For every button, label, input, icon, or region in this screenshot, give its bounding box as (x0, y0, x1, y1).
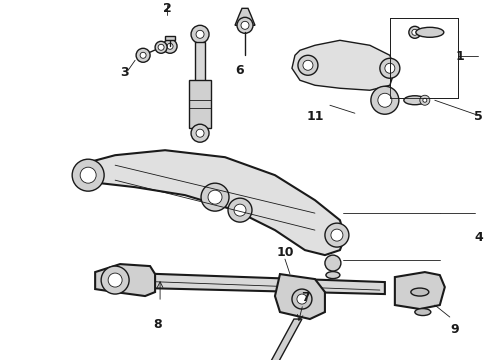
Circle shape (420, 95, 430, 105)
Text: 3: 3 (120, 66, 128, 79)
Polygon shape (395, 272, 445, 309)
Circle shape (409, 26, 421, 38)
Polygon shape (235, 8, 255, 25)
Bar (390, 18, 458, 98)
Circle shape (136, 48, 150, 62)
Polygon shape (95, 264, 155, 296)
Circle shape (196, 129, 204, 137)
Ellipse shape (326, 271, 340, 279)
Circle shape (378, 93, 392, 107)
Circle shape (158, 44, 164, 50)
Text: 11: 11 (306, 110, 324, 123)
Text: 1: 1 (455, 50, 464, 63)
Ellipse shape (416, 27, 444, 37)
Circle shape (163, 39, 177, 53)
Text: 5: 5 (474, 110, 483, 123)
Text: 8: 8 (153, 318, 161, 330)
Circle shape (241, 21, 249, 29)
Circle shape (325, 255, 341, 271)
Circle shape (303, 60, 313, 70)
Polygon shape (105, 272, 385, 294)
Text: 4: 4 (474, 231, 483, 244)
Polygon shape (195, 42, 205, 83)
Circle shape (191, 124, 209, 142)
Polygon shape (264, 319, 302, 360)
Circle shape (191, 25, 209, 43)
Ellipse shape (411, 288, 429, 296)
Circle shape (380, 58, 400, 78)
Text: 10: 10 (276, 246, 294, 258)
Text: 6: 6 (236, 64, 245, 77)
Circle shape (237, 17, 253, 33)
Polygon shape (189, 80, 211, 128)
Circle shape (196, 30, 204, 38)
Circle shape (140, 52, 146, 58)
Circle shape (423, 98, 427, 102)
Circle shape (108, 273, 122, 287)
Text: 2: 2 (163, 2, 172, 15)
Circle shape (72, 159, 104, 191)
Circle shape (155, 41, 167, 53)
Polygon shape (275, 274, 325, 319)
Circle shape (412, 29, 418, 35)
Polygon shape (165, 36, 175, 40)
Circle shape (101, 266, 129, 294)
Polygon shape (292, 40, 395, 90)
Text: 9: 9 (450, 323, 459, 336)
Circle shape (80, 167, 96, 183)
Polygon shape (75, 150, 345, 255)
Circle shape (297, 294, 307, 304)
Circle shape (208, 190, 222, 204)
Ellipse shape (415, 309, 431, 316)
Circle shape (325, 223, 349, 247)
Circle shape (167, 43, 173, 49)
Ellipse shape (404, 96, 426, 105)
Circle shape (228, 198, 252, 222)
Circle shape (298, 55, 318, 75)
Text: 7: 7 (301, 291, 310, 303)
Circle shape (371, 86, 399, 114)
Circle shape (331, 229, 343, 241)
Circle shape (201, 183, 229, 211)
Circle shape (385, 63, 395, 73)
Circle shape (292, 289, 312, 309)
Circle shape (234, 204, 246, 216)
